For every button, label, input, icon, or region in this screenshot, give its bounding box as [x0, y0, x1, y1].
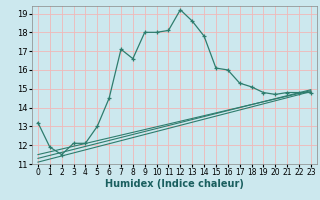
X-axis label: Humidex (Indice chaleur): Humidex (Indice chaleur) — [105, 179, 244, 189]
